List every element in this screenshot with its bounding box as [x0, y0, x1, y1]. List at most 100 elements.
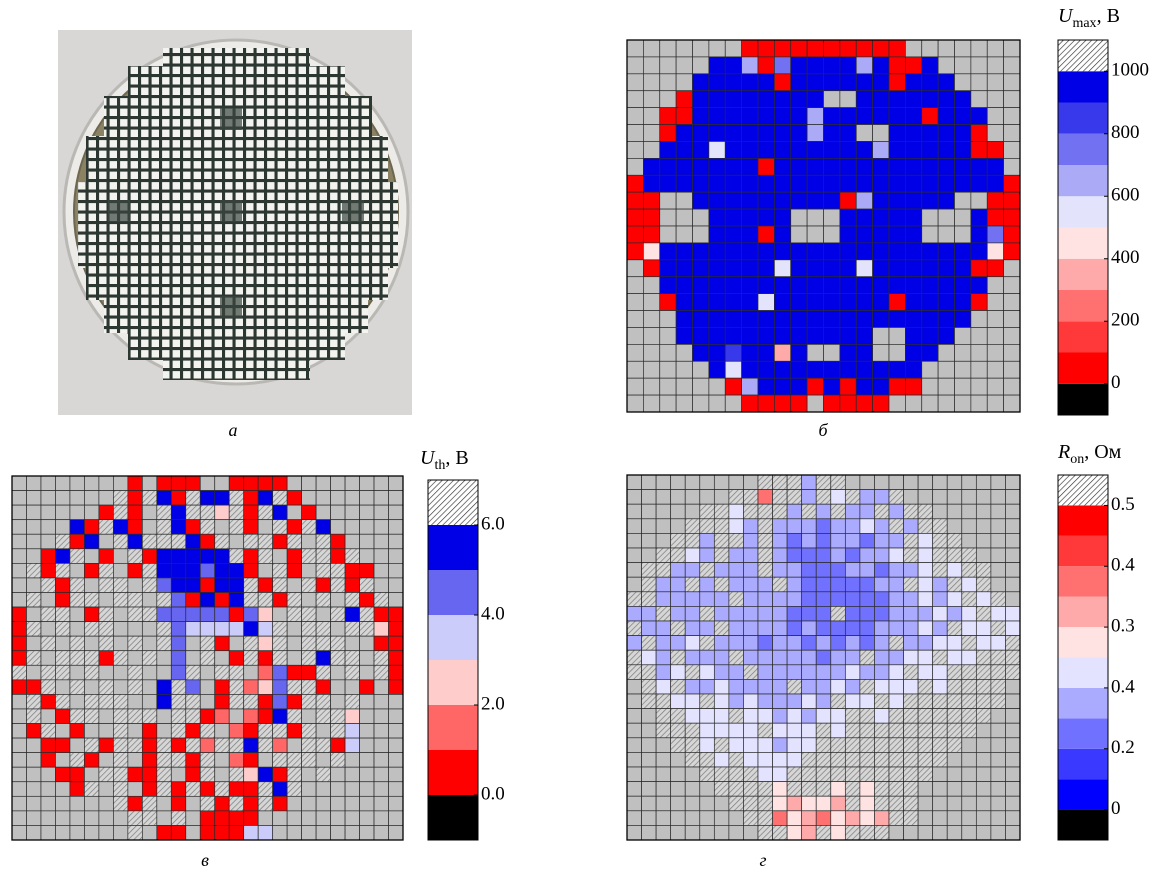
die-cell [807, 378, 823, 395]
die-cell [693, 344, 709, 361]
die-cell [889, 665, 904, 680]
die-cell [229, 738, 243, 753]
empty-cell [26, 796, 40, 811]
empty-cell [360, 796, 374, 811]
die-cell [725, 91, 741, 108]
die-cell [273, 534, 287, 549]
die-cell [856, 74, 872, 91]
empty-cell [331, 767, 345, 782]
die-cell [933, 709, 948, 724]
die-cell [642, 621, 657, 636]
die-cell [824, 125, 840, 142]
die-cell [714, 533, 729, 548]
die-cell [840, 40, 856, 57]
die-cell [889, 621, 904, 636]
colorbar-tick-label: 6.0 [481, 513, 505, 534]
die-cell [215, 680, 229, 695]
die-cell [244, 534, 258, 549]
die-cell [171, 811, 185, 826]
die-cell [685, 563, 700, 578]
die-cell [774, 344, 790, 361]
empty-cell [962, 811, 977, 826]
die-cell [693, 311, 709, 328]
die-cell [874, 563, 889, 578]
die-cell [991, 621, 1006, 636]
empty-cell [360, 505, 374, 520]
empty-cell [41, 796, 55, 811]
empty-cell [1005, 563, 1020, 578]
empty-cell [642, 796, 657, 811]
die-cell [758, 723, 773, 738]
die-cell [643, 260, 659, 277]
die-cell [856, 108, 872, 125]
die-cell [714, 519, 729, 534]
die-cell [229, 505, 243, 520]
die-cell [743, 811, 758, 826]
colorbar-band [1058, 505, 1108, 535]
empty-cell [955, 226, 971, 243]
die-cell [215, 563, 229, 578]
die-cell [99, 738, 113, 753]
empty-cell [99, 476, 113, 491]
empty-cell [947, 825, 962, 840]
colorbar-band [1058, 353, 1108, 384]
empty-cell [70, 796, 84, 811]
empty-cell [671, 519, 686, 534]
empty-cell [971, 74, 987, 91]
die-cell [287, 782, 301, 797]
empty-cell [70, 491, 84, 506]
die-cell [873, 260, 889, 277]
die-cell [729, 665, 744, 680]
die-cell [273, 694, 287, 709]
die-cell [816, 563, 831, 578]
die-cell [791, 294, 807, 311]
die-cell [802, 636, 817, 651]
die-cell [685, 665, 700, 680]
die-cell [774, 226, 790, 243]
die-cell [273, 767, 287, 782]
empty-cell [947, 752, 962, 767]
die-cell [976, 694, 991, 709]
die-cell [26, 680, 40, 695]
die-cell [889, 277, 905, 294]
die-cell [918, 679, 933, 694]
die-cell [816, 650, 831, 665]
figure: а 10008006004002000Umax, Вб6.04.02.00.0U… [0, 0, 1168, 874]
die-cell [831, 592, 846, 607]
die-cell [774, 260, 790, 277]
die-cell [642, 679, 657, 694]
die-cell [816, 475, 831, 490]
empty-cell [918, 490, 933, 505]
die-cell [743, 606, 758, 621]
colorbar-below [1058, 810, 1108, 840]
empty-cell [991, 577, 1006, 592]
die-cell [70, 709, 84, 724]
die-cell [873, 294, 889, 311]
die-cell [743, 665, 758, 680]
die-cell [1005, 606, 1020, 621]
die-cell [171, 607, 185, 622]
empty-cell [947, 519, 962, 534]
die-cell [904, 650, 919, 665]
empty-cell [627, 767, 642, 782]
empty-cell [1005, 490, 1020, 505]
colorbar-band [1058, 321, 1108, 352]
empty-cell [991, 709, 1006, 724]
empty-cell [676, 40, 692, 57]
die-cell [258, 549, 272, 564]
die-cell [113, 709, 127, 724]
die-cell [774, 395, 790, 412]
die-cell [758, 490, 773, 505]
die-cell [816, 782, 831, 797]
die-cell [874, 592, 889, 607]
die-cell [186, 694, 200, 709]
empty-cell [627, 504, 642, 519]
empty-cell [374, 520, 388, 535]
die-cell [142, 491, 156, 506]
empty-cell [987, 327, 1003, 344]
die-cell [709, 260, 725, 277]
die-cell [244, 505, 258, 520]
die-cell [831, 665, 846, 680]
empty-cell [345, 753, 359, 768]
empty-cell [99, 825, 113, 840]
